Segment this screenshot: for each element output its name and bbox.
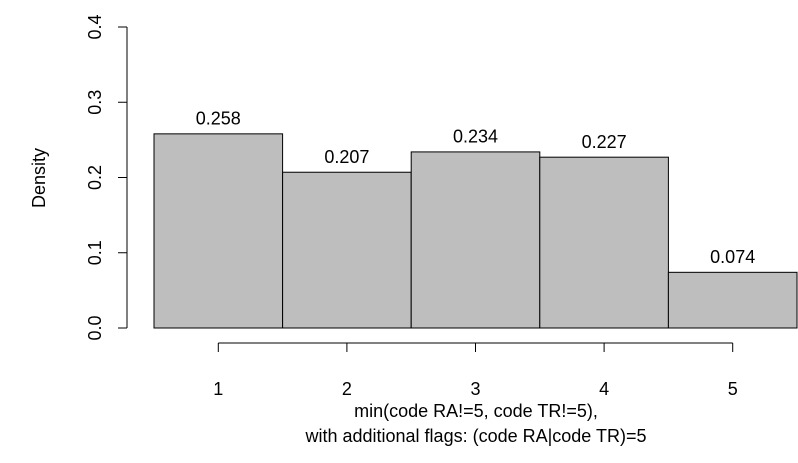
value-label: 0.207 (324, 147, 369, 167)
x-tick-label: 3 (470, 379, 480, 399)
x-axis-label: min(code RA!=5, code TR!=5), (354, 401, 598, 421)
bar (410, 151, 541, 329)
x-tick-label: 2 (342, 379, 352, 399)
bar (153, 133, 284, 329)
y-tick-label: 0.3 (85, 90, 105, 115)
y-tick-label: 0.0 (85, 315, 105, 340)
x-axis-label: with additional flags: (code RA|code TR)… (304, 426, 646, 446)
x-tick-label: 5 (728, 379, 738, 399)
y-tick-label: 0.4 (85, 14, 105, 39)
bar (667, 271, 798, 329)
x-tick-label: 1 (213, 379, 223, 399)
value-label: 0.074 (710, 247, 755, 267)
value-label: 0.258 (196, 109, 241, 129)
y-axis-label: Density (29, 148, 49, 208)
bar (282, 171, 412, 329)
x-tick-label: 4 (599, 379, 609, 399)
value-label: 0.227 (582, 132, 627, 152)
y-tick-label: 0.2 (85, 165, 105, 190)
y-tick-label: 0.1 (85, 240, 105, 265)
value-label: 0.234 (453, 127, 498, 147)
bar (539, 156, 669, 329)
